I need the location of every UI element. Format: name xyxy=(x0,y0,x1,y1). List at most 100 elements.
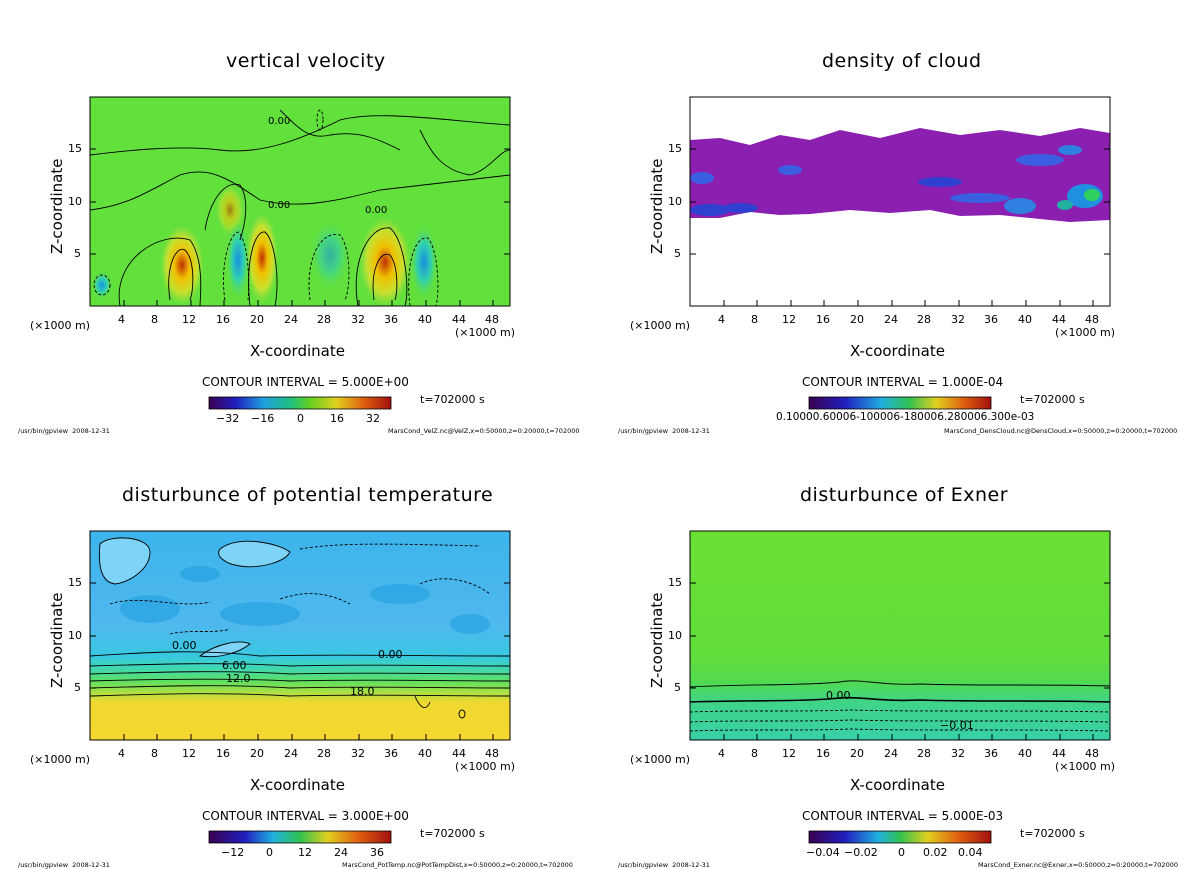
y-tick-label: 10 xyxy=(668,629,682,642)
x-tick-label: 48 xyxy=(1085,313,1099,326)
x-tick-label: 32 xyxy=(351,747,365,760)
contour-label: 18.0 xyxy=(350,685,375,698)
chart-title: density of cloud xyxy=(822,50,982,72)
y-tick-label: 15 xyxy=(68,142,82,155)
y-tick-label: 5 xyxy=(74,247,81,260)
time-label: t=702000 s xyxy=(420,393,485,406)
x-tick-label: 48 xyxy=(1085,747,1099,760)
x-tick-label: 44 xyxy=(452,747,466,760)
x-tick-label: 40 xyxy=(1018,313,1032,326)
y-tick-label: 5 xyxy=(674,681,681,694)
colorbar-tick: −16 xyxy=(251,412,275,425)
plot-area-svg xyxy=(89,530,511,844)
x-tick-label: 20 xyxy=(850,747,864,760)
x-axis-label: X-coordinate xyxy=(250,776,345,794)
y-tick-label: 10 xyxy=(68,195,82,208)
contour-label: 0.00 xyxy=(268,116,291,127)
contour-label: 0.00 xyxy=(378,648,403,661)
field-background xyxy=(690,531,1110,740)
negative-contours xyxy=(109,543,491,635)
x-tick-label: 12 xyxy=(182,747,196,760)
colorbar xyxy=(808,396,992,410)
plot-area-svg xyxy=(89,96,511,410)
field-background xyxy=(90,531,510,740)
x-tick-label: 12 xyxy=(182,313,196,326)
updraft-cell xyxy=(160,225,204,305)
contour-lines xyxy=(689,680,1111,703)
warm-patches xyxy=(98,537,291,658)
x-tick-label: 20 xyxy=(850,313,864,326)
colorbar-tick: 32 xyxy=(366,412,380,425)
x-tick-label: 20 xyxy=(250,313,264,326)
y-axis-label: Z-coordinate xyxy=(648,592,666,688)
colorbar-tick: 0 xyxy=(297,412,304,425)
footer-file: MarsCond_PotTemp.nc@PotTempDist,x=0:5000… xyxy=(342,861,573,869)
x-tick-label: 40 xyxy=(418,747,432,760)
x-tick-label: 36 xyxy=(984,313,998,326)
x-tick-label: 12 xyxy=(782,313,796,326)
cloud-patches xyxy=(690,145,1103,216)
colorbar-tick: 0.02 xyxy=(923,846,948,859)
x-tick-label: 4 xyxy=(118,747,125,760)
x-tick-label: 8 xyxy=(751,747,758,760)
x-tick-label: 16 xyxy=(816,313,830,326)
plot-area-svg xyxy=(689,530,1111,844)
colorbar-tick: 0 xyxy=(898,846,905,859)
y-tick-label: 10 xyxy=(668,195,682,208)
x-tick-label: 40 xyxy=(418,313,432,326)
contour-lines xyxy=(89,109,511,307)
contour-label: 0.00 xyxy=(172,639,197,652)
contour-interval: CONTOUR INTERVAL = 1.000E-04 xyxy=(802,375,1004,389)
x-tick-label: 8 xyxy=(151,313,158,326)
footer-program: /usr/bin/gpview 2008-12-31 xyxy=(618,427,710,435)
colorbar-tick: 0.04 xyxy=(958,846,983,859)
colorbar xyxy=(808,830,992,844)
contour-interval: CONTOUR INTERVAL = 3.000E+00 xyxy=(202,809,409,823)
x-tick-label: 36 xyxy=(984,747,998,760)
chart-exner: disturbunce of Exner Z-coordinate X-coor… xyxy=(600,434,1200,869)
x-tick-label: 36 xyxy=(384,313,398,326)
x-axis-label: X-coordinate xyxy=(850,342,945,360)
x-tick-label: 40 xyxy=(1018,747,1032,760)
x-tick-label: 12 xyxy=(782,747,796,760)
y-axis-label: Z-coordinate xyxy=(648,158,666,254)
downdraft-cell xyxy=(410,224,438,300)
chart-title: vertical velocity xyxy=(226,50,386,72)
y-tick-label: 10 xyxy=(68,629,82,642)
contour-label: 0.00 xyxy=(826,689,851,702)
colorbar-tick: 16 xyxy=(330,412,344,425)
updraft-cell xyxy=(246,213,278,303)
x-tick-label: 16 xyxy=(816,747,830,760)
field-background xyxy=(90,97,510,306)
x-tick-label: 28 xyxy=(317,747,331,760)
colorbar-tick: −32 xyxy=(216,412,240,425)
tick-marks xyxy=(90,582,510,740)
x-tick-label: 28 xyxy=(917,313,931,326)
time-label: t=702000 s xyxy=(1020,827,1085,840)
colorbar-tick: 0 xyxy=(266,846,273,859)
colorbar-tick: 12 xyxy=(298,846,312,859)
x-tick-label: 32 xyxy=(951,747,965,760)
x-tick-label: 8 xyxy=(751,313,758,326)
y-tick-label: 15 xyxy=(668,576,682,589)
y-tick-label: 15 xyxy=(668,142,682,155)
y-tick-label: 5 xyxy=(674,247,681,260)
contour-lines xyxy=(89,651,511,719)
x-axis-label: X-coordinate xyxy=(250,342,345,360)
x-tick-label: 4 xyxy=(718,313,725,326)
x-tick-label: 44 xyxy=(1052,747,1066,760)
updraft-cell xyxy=(359,217,411,307)
chart-density-of-cloud: density of cloud Z-coordinate X-coordina… xyxy=(600,0,1200,435)
y-tick-label: 5 xyxy=(74,681,81,694)
x-tick-label: 24 xyxy=(884,747,898,760)
contour-label: 12.0 xyxy=(226,672,251,685)
x-tick-label: 4 xyxy=(118,313,125,326)
y-axis-label: Z-coordinate xyxy=(48,592,66,688)
chart-potential-temperature: disturbunce of potential temperature Z-c… xyxy=(0,434,600,869)
chart-title: disturbunce of potential temperature xyxy=(122,484,494,506)
y-unit-label: (×1000 m) xyxy=(1055,326,1116,339)
y-unit-label: (×1000 m) xyxy=(1055,760,1116,773)
colorbar-tick: 24 xyxy=(334,846,348,859)
contour-label: −0.01 xyxy=(940,719,974,732)
tick-marks xyxy=(90,148,510,306)
